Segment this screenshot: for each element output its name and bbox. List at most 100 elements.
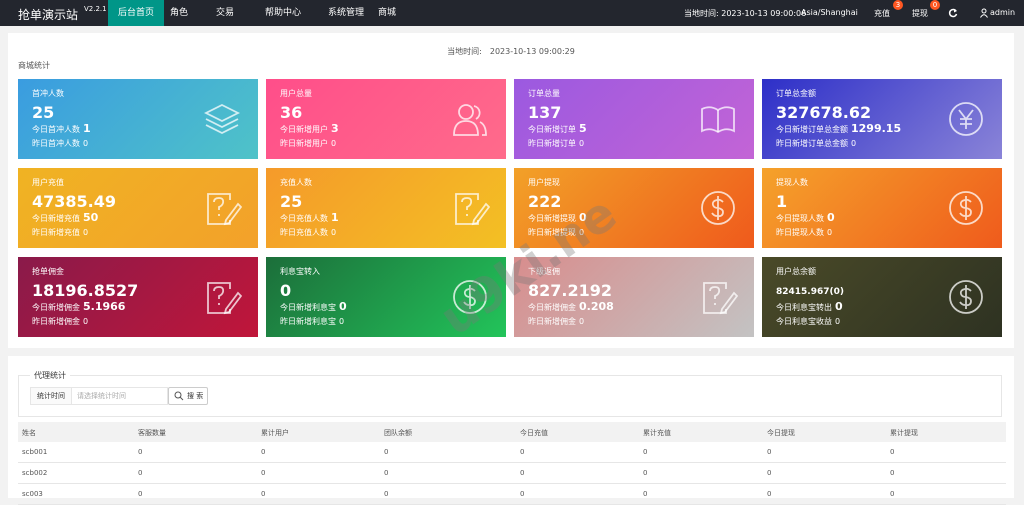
- card-today: 今日利息宝转出 0: [776, 300, 843, 313]
- stat-card: 用户充值 47385.49 今日新增充值 50 昨日新增充值 0: [18, 168, 258, 248]
- card-today: 今日新增利息宝 0: [280, 300, 347, 313]
- card-yesterday: 昨日新增用户 0: [280, 138, 336, 149]
- menu-item[interactable]: 角色: [170, 8, 189, 18]
- table-cell: 0: [643, 490, 648, 498]
- card-icon: [949, 102, 983, 136]
- table-cell: 0: [261, 448, 266, 456]
- column-header: 今日充值: [520, 429, 548, 437]
- table-cell: 0: [138, 490, 143, 498]
- today-label: 今日新增佣金: [32, 303, 80, 312]
- recharge-badge: 3: [893, 0, 903, 10]
- today-value: 5.1966: [83, 300, 126, 313]
- menu-item[interactable]: 系统管理: [328, 8, 365, 18]
- card-value: 18196.8527: [32, 281, 139, 300]
- stat-card: 订单总量 137 今日新增订单 5 昨日新增订单 0: [514, 79, 754, 159]
- card-icon: [701, 191, 735, 225]
- card-title: 下级返佣: [528, 267, 560, 276]
- date-input[interactable]: 请选择统计时间: [71, 387, 168, 405]
- today-label: 今日新增利息宝: [280, 303, 336, 312]
- timezone: Asia/Shanghai: [801, 8, 858, 17]
- card-yesterday: 昨日新增佣金 0: [32, 316, 88, 327]
- today-value: 5: [579, 122, 587, 135]
- card-title: 抢单佣金: [32, 267, 64, 276]
- table-cell: 0: [384, 490, 389, 498]
- yesterday-label: 昨日新增充值: [32, 228, 80, 237]
- today-value: 50: [83, 211, 99, 224]
- card-title: 利息宝转入: [280, 267, 320, 276]
- menu-item[interactable]: 后台首页: [108, 0, 165, 26]
- top-nav: 抢单演示站 V2.2.1 当地时间: 2023-10-13 09:00:06 A…: [0, 0, 1024, 26]
- table-cell: scb001: [22, 448, 48, 456]
- today-value: 1: [331, 211, 339, 224]
- menu-item[interactable]: 商城: [378, 8, 397, 18]
- brand[interactable]: 抢单演示站: [18, 8, 79, 22]
- recharge-link[interactable]: 充值: [874, 9, 890, 18]
- user-menu[interactable]: admin: [990, 8, 1016, 17]
- column-header: 团队余额: [384, 429, 412, 437]
- yesterday-label: 昨日新增利息宝: [280, 317, 336, 326]
- column-header: 累计用户: [261, 429, 289, 437]
- filter-fieldset: [18, 375, 1002, 417]
- menu-item[interactable]: 交易: [216, 8, 235, 18]
- refresh-icon[interactable]: [948, 8, 958, 18]
- card-title: 提现人数: [776, 178, 808, 187]
- card-yesterday: 昨日新增利息宝 0: [280, 316, 344, 327]
- card-yesterday: 昨日充值人数 0: [280, 227, 336, 238]
- card-title: 充值人数: [280, 178, 312, 187]
- column-header: 客服数量: [138, 429, 166, 437]
- card-value: 36: [280, 103, 303, 122]
- card-yesterday: 昨日首冲人数 0: [32, 138, 88, 149]
- stat-card: 用户提现 222 今日新增提现 0 昨日新增提现 0: [514, 168, 754, 248]
- card-value: 827.2192: [528, 281, 613, 300]
- yesterday-value: 0: [331, 228, 337, 237]
- table-cell: 0: [767, 490, 772, 498]
- card-today: 今日新增订单总金额 1299.15: [776, 122, 901, 135]
- today-value: 0: [835, 300, 843, 313]
- stat-card: 提现人数 1 今日提现人数 0 昨日提现人数 0: [762, 168, 1002, 248]
- yesterday-value: 0: [83, 139, 89, 148]
- stat-card: 用户总量 36 今日新增用户 3 昨日新增用户 0: [266, 79, 506, 159]
- card-title: 用户提现: [528, 178, 560, 187]
- today-label: 今日新增订单总金额: [776, 125, 848, 134]
- card-value: 82415.967(0): [776, 287, 845, 297]
- card-today: 今日新增用户 3: [280, 122, 339, 135]
- stat-card: 抢单佣金 18196.8527 今日新增佣金 5.1966 昨日新增佣金 0: [18, 257, 258, 337]
- table-cell: 0: [261, 469, 266, 477]
- table-cell: 0: [520, 469, 525, 477]
- card-value: 1: [776, 192, 788, 211]
- card-today: 今日新增充值 50: [32, 211, 98, 224]
- card-today: 今日充值人数 1: [280, 211, 339, 224]
- version: V2.2.1: [84, 5, 107, 13]
- yesterday-value: 0: [579, 139, 585, 148]
- table-cell: 0: [767, 469, 772, 477]
- card-value: 222: [528, 192, 562, 211]
- table-cell: 0: [261, 490, 266, 498]
- yesterday-label: 昨日新增用户: [280, 139, 328, 148]
- card-icon: [453, 104, 487, 136]
- stat-card: 首冲人数 25 今日首冲人数 1 昨日首冲人数 0: [18, 79, 258, 159]
- table-cell: 0: [384, 469, 389, 477]
- today-label: 今日首冲人数: [32, 125, 80, 134]
- today-label: 今日新增提现: [528, 214, 576, 223]
- withdraw-link[interactable]: 提现: [912, 9, 928, 18]
- menu-item[interactable]: 帮助中心: [265, 8, 302, 18]
- card-yesterday: 昨日新增充值 0: [32, 227, 88, 238]
- today-label: 今日充值人数: [280, 214, 328, 223]
- search-icon: [174, 391, 184, 401]
- withdraw-badge: 0: [930, 0, 940, 10]
- card-yesterday: 昨日新增提现 0: [528, 227, 584, 238]
- card-title: 用户总余额: [776, 267, 816, 276]
- stats-panel: 当地时间: 2023-10-13 09:00:29 商城统计 首冲人数 25 今日首…: [8, 33, 1014, 348]
- search-button[interactable]: 搜 索: [168, 387, 208, 405]
- card-icon: [453, 280, 487, 314]
- today-label: 今日新增佣金: [528, 303, 576, 312]
- card-icon: [949, 191, 983, 225]
- table-cell: 0: [138, 448, 143, 456]
- today-label: 今日利息宝转出: [776, 303, 832, 312]
- column-header: 累计提现: [890, 429, 918, 437]
- card-icon: [703, 282, 738, 315]
- table-cell: sc003: [22, 490, 43, 498]
- table-cell: 0: [890, 490, 895, 498]
- table-cell: 0: [767, 448, 772, 456]
- stat-card: 订单总金额 327678.62 今日新增订单总金额 1299.15 昨日新增订单总金额 0: [762, 79, 1002, 159]
